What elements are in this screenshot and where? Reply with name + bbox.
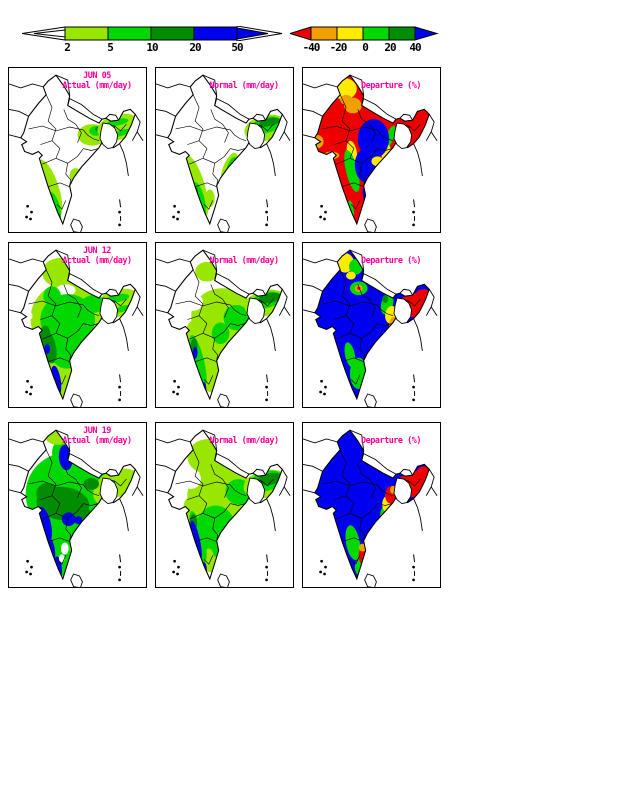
departure-right-arrow xyxy=(414,26,439,41)
rainfall-right-arrow xyxy=(236,27,269,40)
tick-label: 10 xyxy=(146,41,158,54)
rainfall-left-arrow xyxy=(22,26,66,41)
tick-label: 0 xyxy=(362,41,369,54)
tick-label: 50 xyxy=(231,41,243,54)
rainfall-seg-3 xyxy=(150,26,195,41)
rainfall-ticks: 2 5 10 20 50 xyxy=(22,41,284,54)
india-map xyxy=(9,68,144,232)
india-map xyxy=(156,243,291,407)
map-panel-jun19-normal: Normal (mm/day) xyxy=(155,422,294,588)
tick-label: 2 xyxy=(64,41,71,54)
departure-seg-4 xyxy=(388,26,416,41)
tick-label: -40 xyxy=(302,41,321,54)
map-panel-jun05-departure: Departure (%) xyxy=(302,67,441,233)
departure-left-arrow xyxy=(290,26,312,41)
departure-colorbar xyxy=(290,26,439,41)
map-panel-jun12-departure: Departure (%) xyxy=(302,242,441,408)
departure-seg-3 xyxy=(362,26,390,41)
map-panel-jun12-normal: Normal (mm/day) xyxy=(155,242,294,408)
rainfall-seg-4 xyxy=(193,26,238,41)
departure-seg-2 xyxy=(336,26,364,41)
rainfall-colorbar xyxy=(22,26,283,41)
departure-ticks: -40 -20 0 20 40 xyxy=(290,41,440,54)
departure-legend: -40 -20 0 20 40 xyxy=(290,26,440,54)
rainfall-seg-1 xyxy=(64,26,109,41)
rainfall-legend: 2 5 10 20 50 xyxy=(22,26,284,54)
map-panel-jun05-actual: JUN 05 Actual (mm/day) xyxy=(8,67,147,233)
india-map xyxy=(303,423,438,587)
map-panel-jun19-departure: Departure (%) xyxy=(302,422,441,588)
tick-label: -20 xyxy=(329,41,348,54)
rainfall-seg-2 xyxy=(107,26,152,41)
map-panel-jun05-normal: Normal (mm/day) xyxy=(155,67,294,233)
map-panel-jun19-actual: JUN 19 Actual (mm/day) xyxy=(8,422,147,588)
india-map xyxy=(9,243,144,407)
departure-seg-1 xyxy=(310,26,338,41)
tick-label: 5 xyxy=(107,41,114,54)
india-map xyxy=(156,68,291,232)
india-map xyxy=(303,243,438,407)
india-map xyxy=(9,423,144,587)
tick-label: 20 xyxy=(189,41,201,54)
tick-label: 20 xyxy=(384,41,396,54)
india-map xyxy=(303,68,438,232)
map-panel-jun12-actual: JUN 12 Actual (mm/day) xyxy=(8,242,147,408)
tick-label: 40 xyxy=(409,41,421,54)
india-map xyxy=(156,423,291,587)
